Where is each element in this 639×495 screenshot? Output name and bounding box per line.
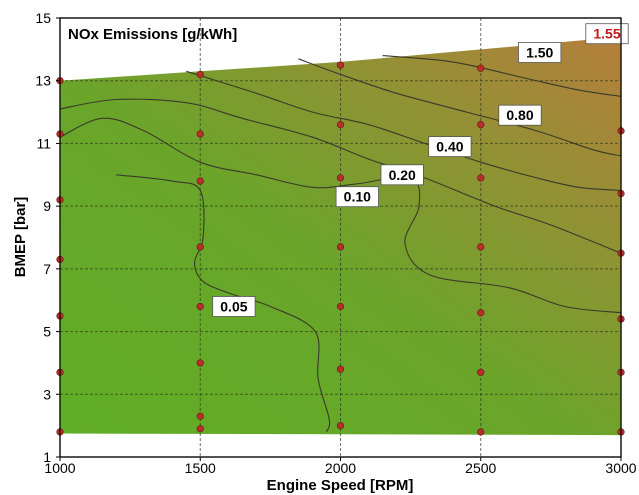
- contour-label-0-05: 0.05: [213, 297, 255, 317]
- sample-point: [337, 244, 344, 251]
- sample-point: [477, 369, 484, 376]
- y-tick-label: 15: [35, 10, 51, 26]
- chart-title: NOx Emissions [g/kWh]: [68, 26, 237, 43]
- contour-label-0-80-text: 0.80: [506, 107, 533, 123]
- sample-point: [197, 360, 204, 367]
- contour-label-0-05-text: 0.05: [220, 299, 247, 315]
- sample-point: [477, 65, 484, 72]
- x-tick-label: 1500: [185, 460, 216, 476]
- x-axis-ticks: 1000 1500 2000 2500 3000: [44, 457, 636, 476]
- y-tick-label: 9: [43, 198, 51, 214]
- contour-label-0-10-text: 0.10: [344, 189, 371, 205]
- sample-point: [197, 178, 204, 185]
- sample-point: [197, 244, 204, 251]
- sample-point: [197, 303, 204, 310]
- max-value-label-text: 1.55: [593, 26, 620, 42]
- sample-point: [197, 425, 204, 432]
- sample-point: [477, 429, 484, 436]
- sample-point: [477, 175, 484, 182]
- sample-point: [337, 62, 344, 69]
- sample-point: [197, 71, 204, 78]
- contour-label-0-40: 0.40: [429, 137, 471, 157]
- sample-point: [337, 303, 344, 310]
- x-tick-label: 2500: [465, 460, 496, 476]
- y-tick-label: 3: [43, 386, 51, 402]
- sample-point: [477, 244, 484, 251]
- sample-point: [337, 121, 344, 128]
- y-tick-label: 11: [36, 135, 51, 151]
- contour-label-0-20: 0.20: [381, 165, 423, 185]
- y-tick-label: 13: [35, 73, 51, 89]
- sample-point: [337, 422, 344, 429]
- contour-label-0-40-text: 0.40: [436, 139, 463, 155]
- y-tick-label: 1: [43, 449, 51, 465]
- y-tick-label: 7: [43, 261, 51, 277]
- contour-label-1-50-text: 1.50: [526, 45, 553, 61]
- max-value-label: 1.55: [586, 24, 628, 44]
- sample-point: [477, 121, 484, 128]
- sample-point: [337, 175, 344, 182]
- contour-label-0-10: 0.10: [336, 187, 378, 207]
- x-tick-label: 2000: [325, 460, 356, 476]
- y-axis-title: BMEP [bar]: [12, 197, 29, 278]
- sample-point: [477, 309, 484, 316]
- contour-label-0-20-text: 0.20: [389, 167, 416, 183]
- sample-point: [197, 413, 204, 420]
- contour-label-0-80: 0.80: [499, 105, 541, 125]
- contour-label-1-50: 1.50: [519, 43, 561, 63]
- x-axis-title: Engine Speed [RPM]: [267, 477, 414, 494]
- x-tick-label: 3000: [605, 460, 636, 476]
- sample-point: [337, 366, 344, 373]
- sample-point: [197, 131, 204, 138]
- y-tick-label: 5: [43, 324, 51, 340]
